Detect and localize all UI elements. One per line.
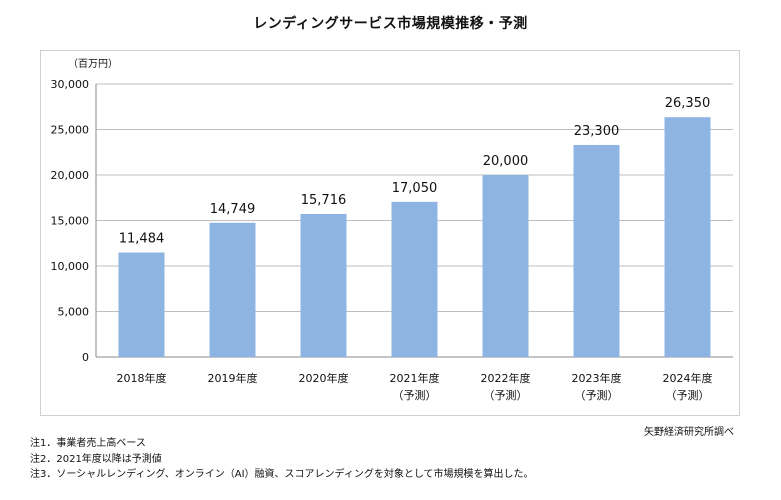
y-axis-label: （百万円）: [68, 58, 118, 70]
y-tick-label: 30,000: [51, 78, 90, 91]
y-tick-label: 10,000: [51, 260, 90, 273]
y-tick-label: 15,000: [51, 215, 90, 228]
x-tick-label: 2021年度: [390, 371, 440, 385]
x-tick-label: 2023年度: [572, 371, 622, 385]
data-label: 15,716: [301, 193, 347, 208]
note-3: 注3．ソーシャルレンディング、オンライン（AI）融資、スコアレンディングを対象と…: [30, 469, 534, 480]
x-tick-label: 2018年度: [117, 371, 167, 385]
bar: [300, 213, 347, 357]
y-tick-label: 5,000: [58, 306, 90, 319]
data-label: 11,484: [119, 231, 165, 246]
x-tick-sublabel: （予測）: [484, 388, 528, 402]
y-tick-label: 0: [82, 351, 89, 364]
x-tick-sublabel: （予測）: [575, 388, 619, 402]
chart-title: レンディングサービス市場規模推移・予測: [253, 16, 528, 32]
x-tick-sublabel: （予測）: [666, 388, 710, 402]
bar: [664, 117, 711, 357]
x-tick-label: 2019年度: [208, 371, 258, 385]
y-tick-label: 25,000: [51, 124, 90, 137]
note-2: 注2．2021年度以降は予測値: [30, 453, 162, 465]
data-label: 17,050: [392, 181, 438, 196]
data-label: 14,749: [210, 202, 256, 217]
bar: [482, 175, 529, 357]
data-label: 26,350: [665, 96, 711, 111]
chart-frame: [40, 50, 740, 416]
source-credit: 矢野経済研究所調べ: [644, 427, 734, 438]
bar: [391, 201, 438, 357]
x-tick-label: 2022年度: [481, 371, 531, 385]
data-label: 20,000: [483, 154, 529, 169]
bar: [209, 222, 256, 357]
x-tick-label: 2020年度: [299, 371, 349, 385]
data-label: 23,300: [574, 124, 620, 139]
y-tick-label: 20,000: [51, 169, 90, 182]
bar: [118, 252, 165, 357]
note-1: 注1．事業者売上高ベース: [30, 438, 146, 449]
notes: 注1．事業者売上高ベース 注2．2021年度以降は予測値 注3．ソーシャルレンデ…: [30, 436, 534, 483]
x-tick-label: 2024年度: [663, 371, 713, 385]
x-tick-sublabel: （予測）: [393, 388, 437, 402]
bar: [573, 144, 620, 357]
